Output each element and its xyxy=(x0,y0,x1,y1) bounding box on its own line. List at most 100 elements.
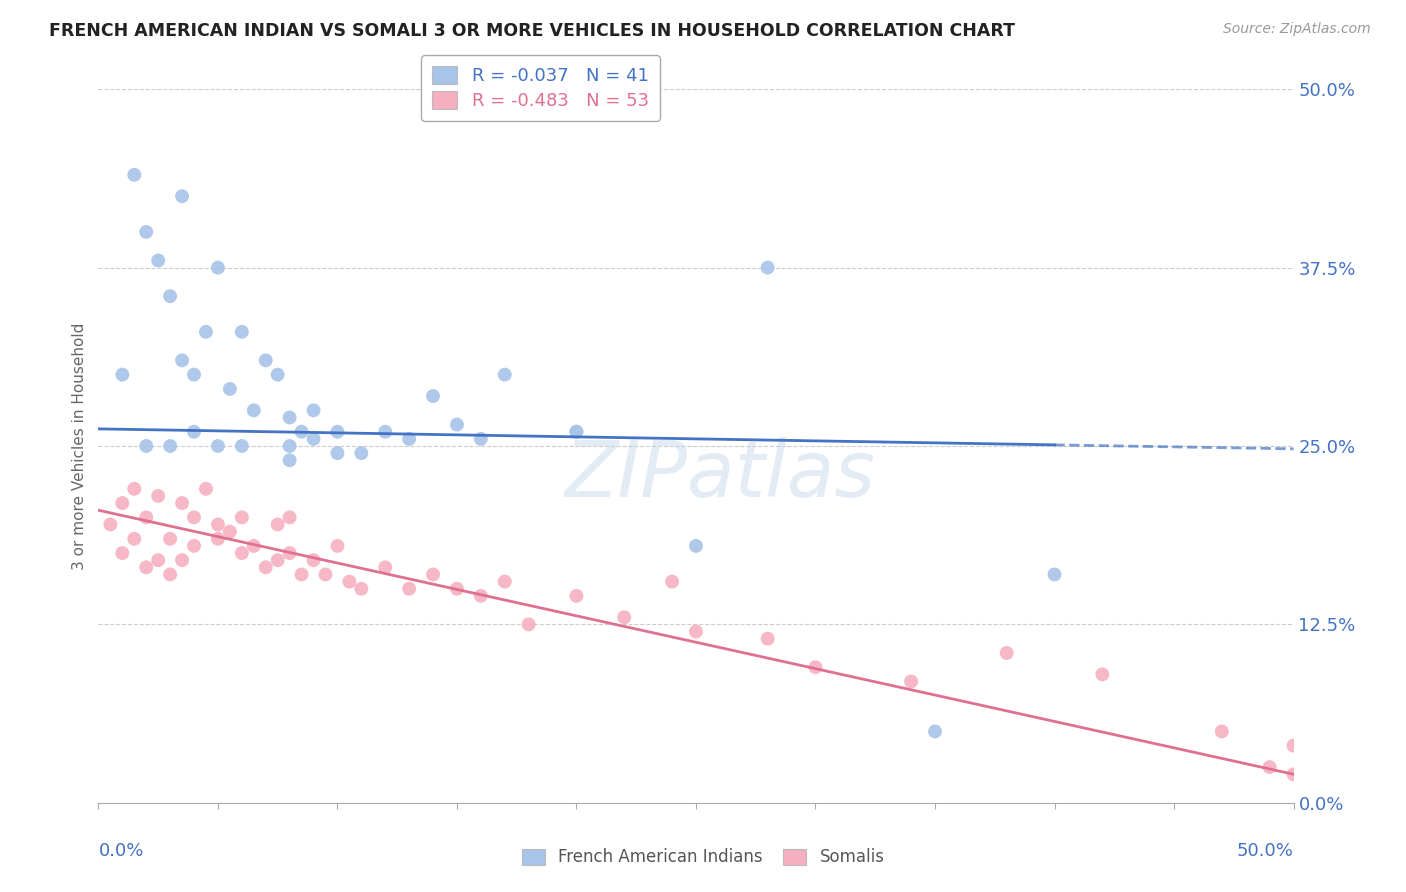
Point xyxy=(995,646,1018,660)
Point xyxy=(446,417,468,432)
Point xyxy=(254,353,277,368)
Point xyxy=(195,482,218,496)
Point xyxy=(172,496,194,510)
Point xyxy=(302,432,325,446)
Point xyxy=(172,189,194,203)
Y-axis label: 3 or more Vehicles in Household: 3 or more Vehicles in Household xyxy=(72,322,87,570)
Point xyxy=(231,439,253,453)
Point xyxy=(183,368,205,382)
Point xyxy=(267,517,290,532)
Point xyxy=(124,168,146,182)
Point xyxy=(685,624,707,639)
Point xyxy=(207,260,229,275)
Point xyxy=(278,453,301,467)
Point xyxy=(148,253,170,268)
Point xyxy=(494,574,516,589)
Point xyxy=(111,368,134,382)
Point xyxy=(267,553,290,567)
Point xyxy=(148,553,170,567)
Point xyxy=(183,425,205,439)
Point xyxy=(350,446,373,460)
Point xyxy=(470,589,492,603)
Point xyxy=(422,567,444,582)
Point xyxy=(278,510,301,524)
Point xyxy=(1091,667,1114,681)
Point xyxy=(231,325,253,339)
Point xyxy=(111,496,134,510)
Text: 50.0%: 50.0% xyxy=(1237,842,1294,860)
Point xyxy=(565,425,588,439)
Point xyxy=(207,439,229,453)
Point xyxy=(183,539,205,553)
Point xyxy=(219,382,242,396)
Point xyxy=(231,510,253,524)
Point xyxy=(135,510,157,524)
Legend: French American Indians, Somalis: French American Indians, Somalis xyxy=(515,842,891,873)
Point xyxy=(231,546,253,560)
Point xyxy=(924,724,946,739)
Point xyxy=(661,574,683,589)
Point xyxy=(148,489,170,503)
Point xyxy=(291,425,314,439)
Point xyxy=(470,432,492,446)
Point xyxy=(159,567,181,582)
Point xyxy=(195,325,218,339)
Point xyxy=(243,539,266,553)
Point xyxy=(422,389,444,403)
Point xyxy=(398,582,420,596)
Point xyxy=(804,660,827,674)
Point xyxy=(756,632,779,646)
Point xyxy=(267,368,290,382)
Point xyxy=(291,567,314,582)
Point xyxy=(135,560,157,574)
Point xyxy=(326,446,349,460)
Point xyxy=(278,410,301,425)
Point xyxy=(159,532,181,546)
Point xyxy=(243,403,266,417)
Point xyxy=(446,582,468,596)
Point xyxy=(98,517,122,532)
Point xyxy=(278,439,301,453)
Point xyxy=(565,425,588,439)
Point xyxy=(135,225,157,239)
Text: FRENCH AMERICAN INDIAN VS SOMALI 3 OR MORE VEHICLES IN HOUSEHOLD CORRELATION CHA: FRENCH AMERICAN INDIAN VS SOMALI 3 OR MO… xyxy=(49,22,1015,40)
Point xyxy=(135,439,157,453)
Point xyxy=(302,553,325,567)
Legend: R = -0.037   N = 41, R = -0.483   N = 53: R = -0.037 N = 41, R = -0.483 N = 53 xyxy=(422,55,659,121)
Point xyxy=(494,368,516,382)
Point xyxy=(278,546,301,560)
Point xyxy=(124,482,146,496)
Text: 0.0%: 0.0% xyxy=(98,842,143,860)
Point xyxy=(398,432,420,446)
Point xyxy=(172,353,194,368)
Point xyxy=(374,425,396,439)
Point xyxy=(1043,567,1066,582)
Point xyxy=(565,589,588,603)
Point xyxy=(326,425,349,439)
Point xyxy=(1258,760,1281,774)
Point xyxy=(159,439,181,453)
Point xyxy=(172,553,194,567)
Point xyxy=(302,403,325,417)
Point xyxy=(339,574,361,589)
Point xyxy=(315,567,337,582)
Text: Source: ZipAtlas.com: Source: ZipAtlas.com xyxy=(1223,22,1371,37)
Point xyxy=(207,532,229,546)
Point xyxy=(111,546,134,560)
Point xyxy=(613,610,636,624)
Point xyxy=(159,289,181,303)
Point xyxy=(1282,767,1305,781)
Point xyxy=(207,517,229,532)
Point xyxy=(219,524,242,539)
Point xyxy=(1211,724,1233,739)
Point xyxy=(374,560,396,574)
Point xyxy=(685,539,707,553)
Point xyxy=(756,260,779,275)
Point xyxy=(517,617,540,632)
Point xyxy=(326,539,349,553)
Text: ZIPatlas: ZIPatlas xyxy=(564,436,876,513)
Point xyxy=(900,674,922,689)
Point xyxy=(350,582,373,596)
Point xyxy=(254,560,277,574)
Point xyxy=(183,510,205,524)
